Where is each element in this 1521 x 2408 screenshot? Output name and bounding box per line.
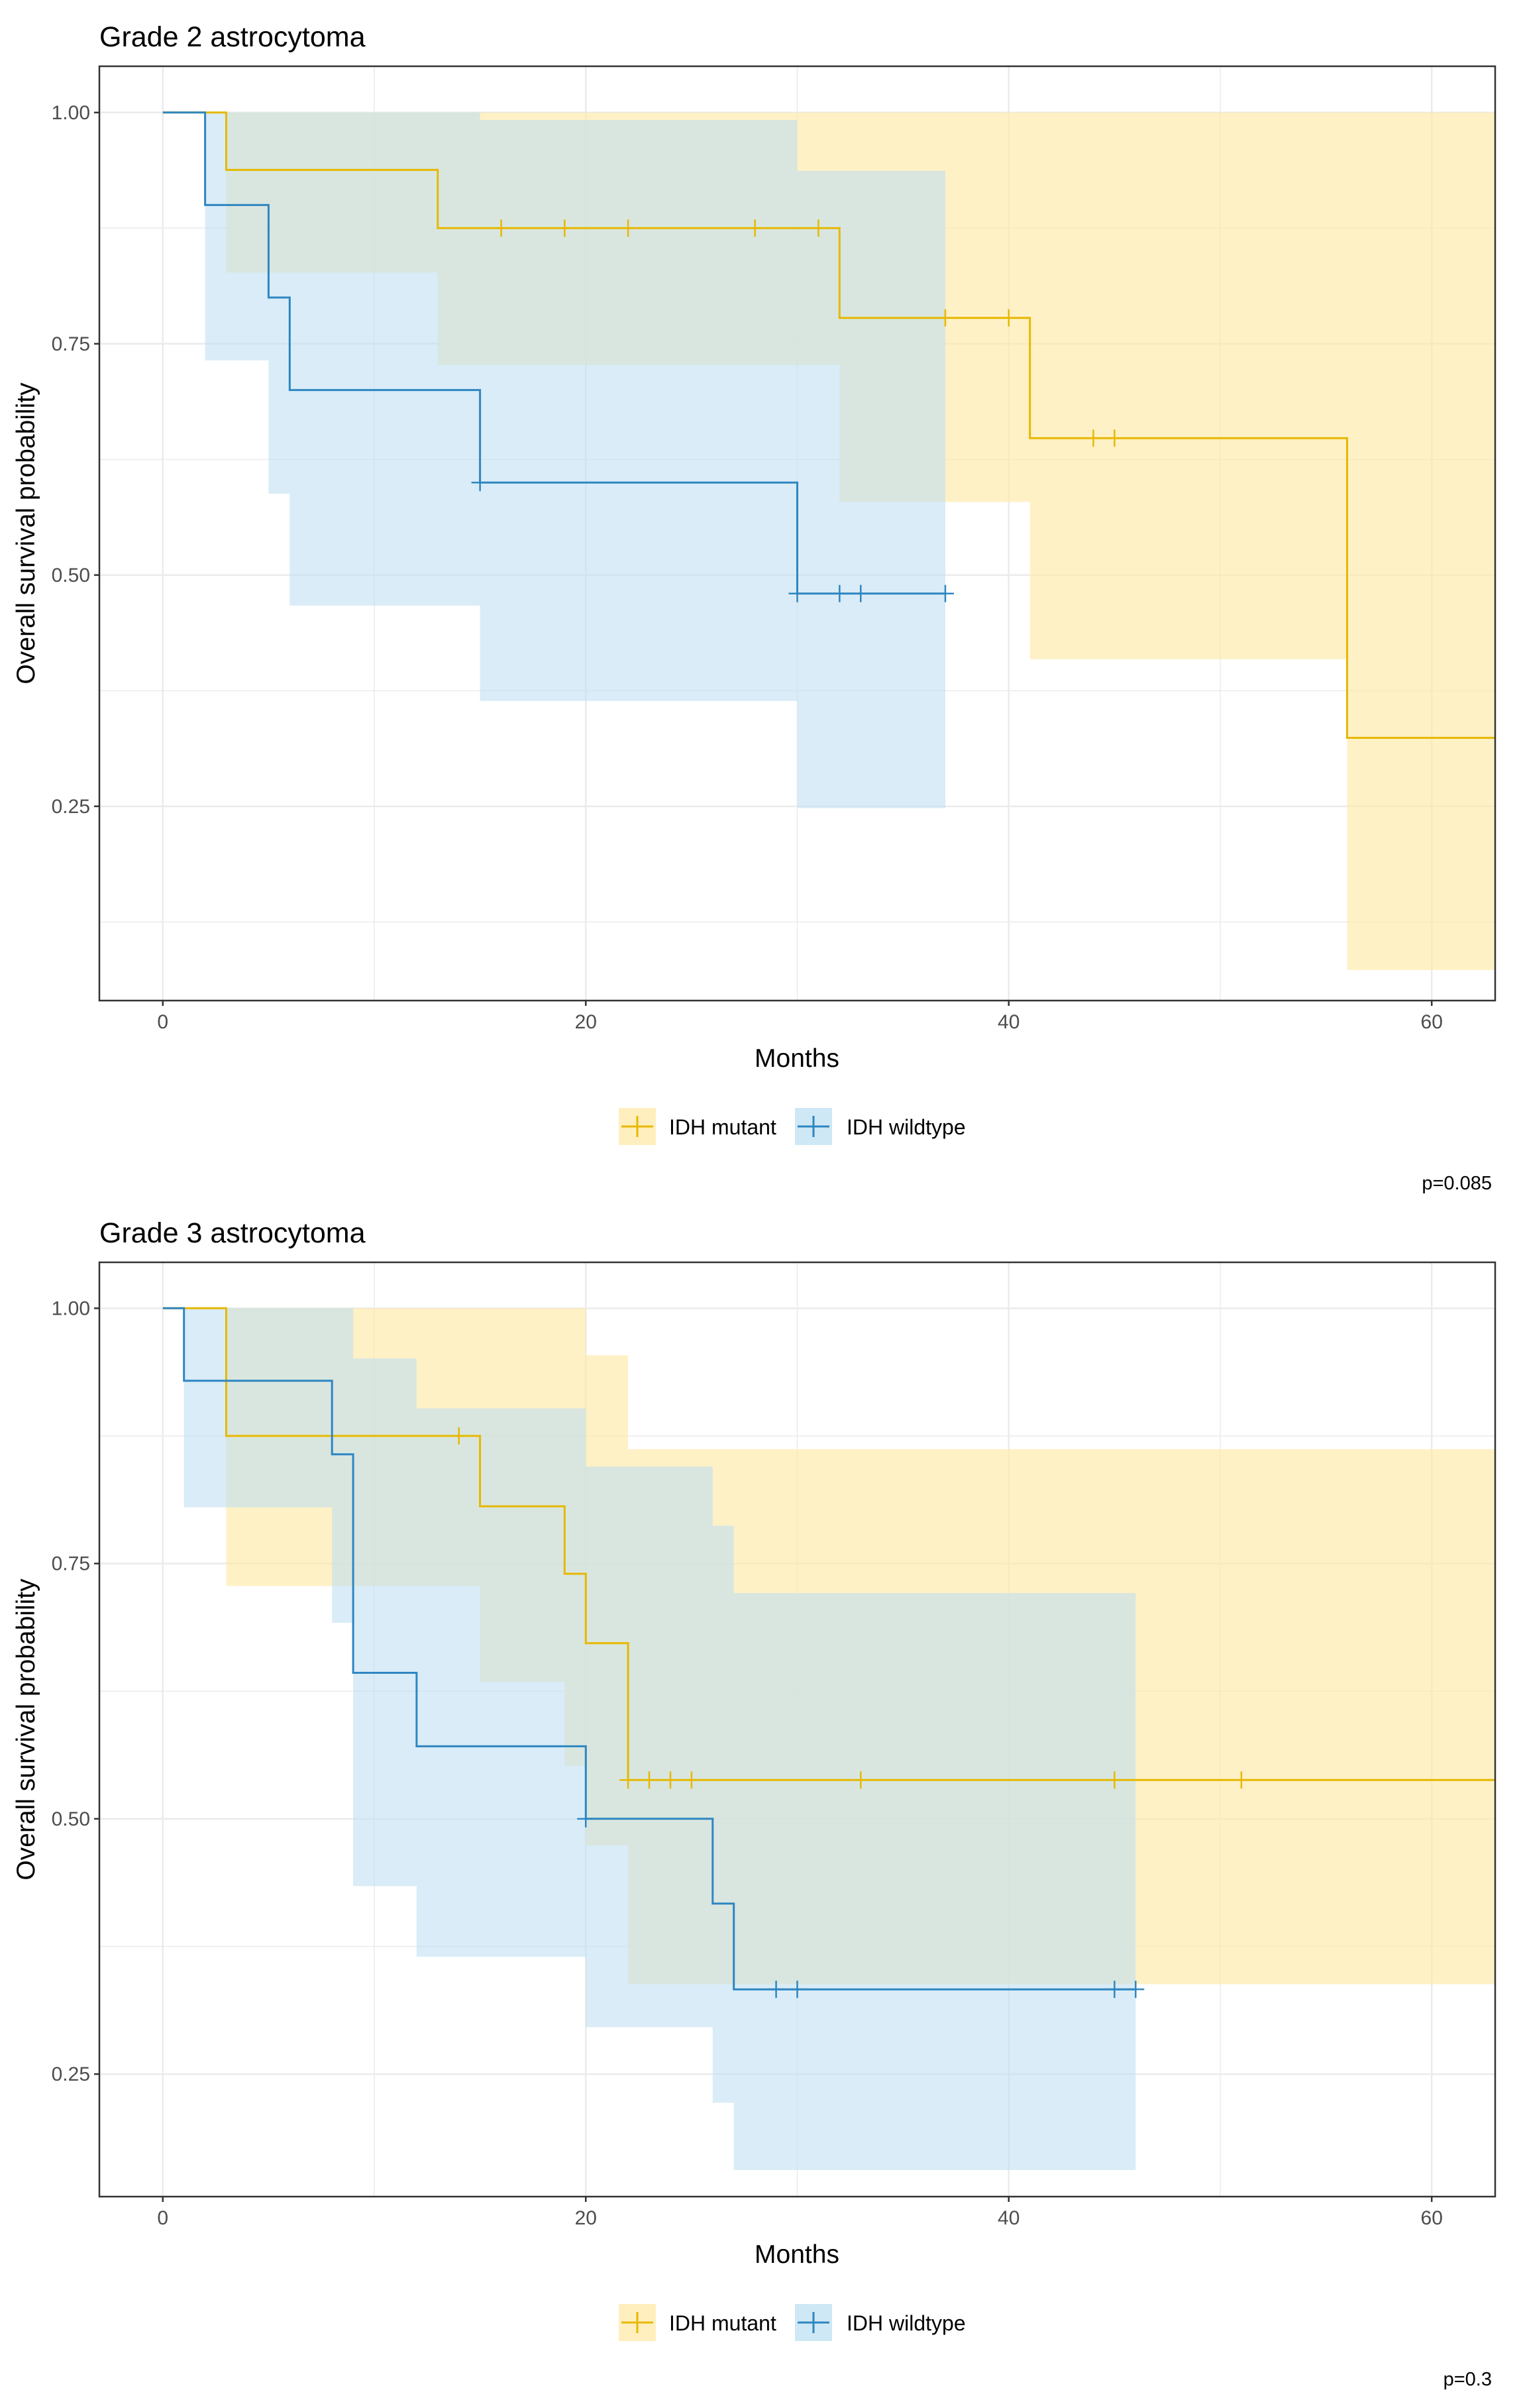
censor-mark-mutant [619,1771,637,1789]
y-tick-label: 1.00 [52,102,90,124]
censor-mark-mutant [682,1771,700,1789]
censor-mark-mutant [661,1771,679,1789]
censor-mark-mutant [1232,1771,1250,1789]
y-axis-title: Overall survival probability [12,1578,40,1881]
panel-grade3: Grade 3 astrocytoma 0.25 0.50 0.75 1.00 0 20… [12,1217,1496,2390]
panel-title: Grade 3 astrocytoma [99,1217,366,1249]
x-tick-label: 20 [575,1011,597,1033]
survival-line-mutant [162,1307,1495,1781]
censor-mark-wildtype [471,474,489,492]
censor-mark-mutant [492,219,510,237]
censor-mark-mutant [641,1771,658,1789]
censor-mark-wildtype [1106,1981,1124,1998]
x-tick-label: 40 [998,2207,1020,2229]
legend-label-wildtype: IDH wildtype [847,2311,966,2335]
censor-mark-mutant [450,1427,468,1445]
censor-mark-wildtype [852,584,870,602]
survival-curves [162,111,1495,739]
censor-mark-wildtype [788,584,806,602]
y-tick-label: 0.25 [52,2063,90,2085]
y-tick-label: 0.75 [52,1553,90,1575]
censor-mark-mutant [619,219,637,237]
survival-line-wildtype [162,111,945,595]
censor-mark-mutant [852,1771,870,1789]
censor-marks [471,219,1124,602]
x-tick-label: 40 [998,1011,1020,1033]
y-axis-title: Overall survival probability [12,382,40,684]
x-axis-ticks: 0 20 40 60 [157,2197,1443,2229]
x-axis-title: Months [755,2240,839,2269]
legend-item-idh-wildtype: IDH wildtype [795,2304,966,2341]
x-axis-ticks: 0 20 40 60 [157,1001,1443,1033]
y-tick-label: 0.25 [52,796,90,818]
panel-title: Grade 2 astrocytoma [99,21,366,53]
legend: IDH mutant IDH wildtype [619,2304,966,2341]
x-axis-title: Months [755,1044,839,1073]
censor-mark-wildtype [936,584,954,602]
x-tick-label: 0 [157,1011,168,1033]
survival-line-wildtype [162,1307,1136,1991]
p-value: p=0.085 [1422,1173,1492,1194]
censor-mark-mutant [1106,1771,1124,1789]
x-tick-label: 20 [575,2207,597,2229]
y-tick-label: 0.50 [52,1808,90,1830]
y-tick-label: 1.00 [52,1297,90,1319]
censor-mark-mutant [810,219,827,237]
y-tick-label: 0.75 [52,333,90,355]
survival-curves [162,1307,1495,1991]
legend-item-idh-mutant: IDH mutant [619,1108,776,1145]
legend: IDH mutant IDH wildtype [619,1108,966,1145]
confidence-bands [162,1308,1495,2170]
x-tick-label: 0 [157,2207,168,2229]
legend-item-idh-wildtype: IDH wildtype [795,1108,966,1145]
censor-mark-wildtype [1127,1981,1145,1998]
plot-frame [98,65,1496,1002]
legend-item-idh-mutant: IDH mutant [619,2304,776,2341]
censor-mark-mutant [936,309,954,327]
legend-label-wildtype: IDH wildtype [847,1115,966,1139]
censor-mark-mutant [1000,309,1018,327]
confidence-bands [162,112,1495,970]
censor-mark-mutant [1084,429,1102,447]
x-tick-label: 60 [1421,2207,1443,2229]
y-tick-label: 0.50 [52,565,90,586]
y-axis-ticks: 0.25 0.50 0.75 1.00 [52,102,99,818]
legend-label-mutant: IDH mutant [669,1115,776,1139]
panel-grade2: Grade 2 astrocytoma 0.25 0.50 0.75 1.00 0 20… [12,21,1496,1194]
censor-mark-mutant [746,219,764,237]
legend-label-mutant: IDH mutant [669,2311,776,2335]
censor-mark-mutant [556,219,574,237]
censor-mark-mutant [1106,429,1124,447]
ci-band-wildtype [162,1308,1136,2170]
survival-line-mutant [162,111,1495,739]
censor-marks [450,1427,1250,1998]
censor-mark-wildtype [577,1810,595,1828]
censor-mark-wildtype [831,584,849,602]
x-tick-label: 60 [1421,1011,1443,1033]
censor-mark-wildtype [788,1981,806,1998]
ci-band-wildtype [162,112,945,808]
censor-mark-wildtype [767,1981,785,1998]
plot-frame [98,1261,1496,2198]
y-axis-ticks: 0.25 0.50 0.75 1.00 [52,1297,99,2085]
p-value: p=0.3 [1443,2369,1492,2390]
